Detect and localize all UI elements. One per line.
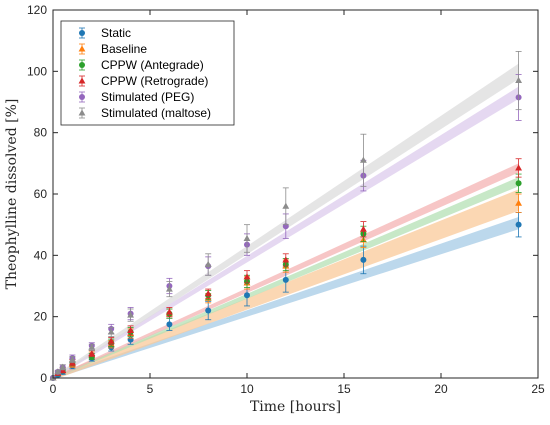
data-point: [244, 292, 250, 299]
data-point: [204, 290, 212, 297]
data-point: [165, 285, 173, 292]
data-point: [107, 337, 115, 344]
y-tick-label: 40: [34, 248, 48, 262]
legend-marker: [79, 94, 85, 100]
data-markers: [49, 51, 523, 381]
legend-label: Stimulated (PEG): [101, 90, 194, 104]
data-point: [88, 349, 96, 356]
data-point: [282, 202, 290, 209]
data-point: [515, 76, 523, 84]
data-point: [359, 225, 367, 232]
legend-marker: [79, 30, 85, 36]
x-tick-label: 10: [240, 382, 254, 396]
data-point: [282, 276, 289, 283]
legend-label: Stimulated (maltose): [101, 106, 211, 120]
y-tick-label: 80: [34, 126, 48, 140]
data-point: [205, 307, 212, 314]
data-point: [127, 311, 135, 318]
data-point: [59, 363, 67, 370]
legend-box: [60, 20, 235, 126]
legend-entry: CPPW (Retrograde): [78, 74, 208, 88]
data-point: [68, 356, 76, 363]
legend-label: Static: [101, 26, 131, 40]
y-axis-label: Theophylline dissolved [%]: [4, 99, 20, 290]
y-tick-label: 60: [34, 187, 48, 201]
x-tick-label: 15: [337, 382, 351, 396]
legend-label: CPPW (Antegrade): [101, 58, 204, 72]
data-point: [107, 328, 115, 335]
x-tick-label: 5: [147, 382, 154, 396]
data-point: [243, 273, 251, 280]
data-point: [360, 256, 367, 263]
x-tick-label: 25: [531, 382, 545, 396]
x-axis-label: Time [hours]: [250, 399, 341, 415]
data-point: [515, 199, 523, 206]
data-point: [204, 260, 212, 268]
legend-marker: [78, 77, 86, 84]
legend-entry: Stimulated (maltose): [78, 106, 211, 120]
data-point: [243, 234, 251, 241]
legend-entry: CPPW (Antegrade): [79, 58, 204, 72]
legend-label: Baseline: [101, 42, 147, 56]
series-markers: [49, 51, 523, 381]
x-tick-label: 0: [50, 382, 57, 396]
y-tick-label: 100: [27, 64, 47, 78]
data-point: [166, 321, 173, 328]
data-point: [359, 156, 367, 163]
legend-marker: [78, 45, 86, 52]
data-point: [54, 368, 62, 375]
data-point: [88, 343, 96, 350]
confidence-band: [53, 217, 519, 380]
x-tick-label: 20: [434, 382, 448, 396]
legend-entry: Stimulated (PEG): [79, 90, 194, 104]
legend: Static Baseline CPPW (Antegrade) CPPW (Retr…: [60, 20, 235, 126]
legend-entry: Static: [79, 26, 131, 40]
y-tick-label: 120: [27, 3, 47, 17]
legend-marker: [78, 109, 86, 116]
legend-entry: Baseline: [78, 42, 147, 56]
data-point: [282, 256, 290, 263]
data-point: [515, 221, 522, 228]
data-point: [127, 326, 135, 333]
legend-marker: [79, 62, 85, 68]
data-point: [515, 180, 522, 187]
data-point: [165, 308, 173, 315]
x-axis: 0 5 10 15 20 25: [50, 10, 545, 396]
legend-label: CPPW (Retrograde): [101, 74, 208, 88]
y-tick-label: 0: [40, 371, 47, 385]
y-tick-label: 20: [34, 310, 48, 324]
data-point: [515, 164, 523, 171]
y-axis: 0 20 40 60 80 100 120: [27, 3, 538, 385]
